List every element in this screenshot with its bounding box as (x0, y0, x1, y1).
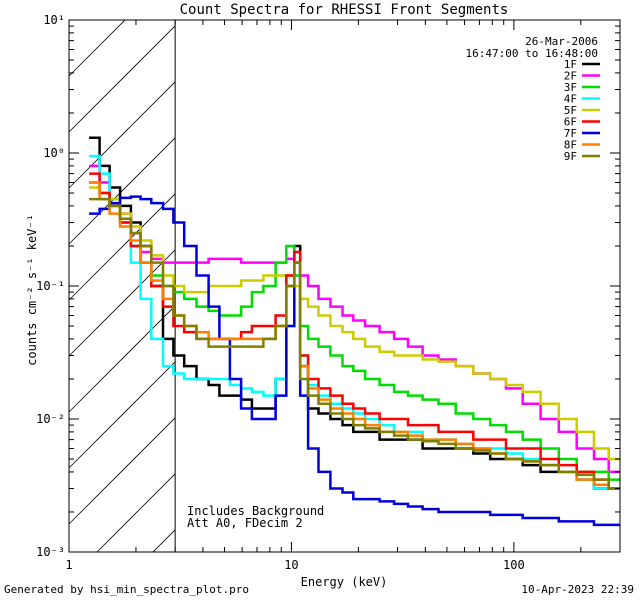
annotation-background: Includes Background (187, 504, 324, 518)
x-tick-label: 1 (65, 558, 72, 572)
generated-by-text: Generated by hsi_min_spectra_plot.pro (4, 583, 250, 596)
hatch-line (68, 25, 176, 133)
date-label: 26-Mar-2006 (525, 35, 598, 48)
legend-label-4F: 4F (564, 93, 577, 106)
hatch-line (68, 137, 176, 245)
legend-label-1F: 1F (564, 58, 577, 71)
hatch-line (68, 361, 176, 469)
hatch-line (68, 193, 176, 301)
series-group (89, 136, 620, 527)
legend-label-2F: 2F (564, 70, 577, 83)
y-tick-labels: 10⁻³ 10⁻² 10⁻¹ 10⁰ 10¹ (36, 13, 65, 559)
hatch-line (68, 417, 176, 525)
x-tick-label: 10 (284, 558, 298, 572)
legend-label-7F: 7F (564, 127, 577, 140)
legend-label-6F: 6F (564, 116, 577, 129)
chart-title: Count Spectra for RHESSI Front Segments (180, 2, 509, 18)
y-tick-label: 10⁻¹ (36, 279, 65, 293)
x-axis-label: Energy (keV) (301, 575, 388, 589)
time-range-label: 16:47:00 to 16:48:00 (466, 47, 598, 60)
x-tick-label: 100 (503, 558, 525, 572)
hatch-line (68, 81, 176, 189)
hatched-region (68, 19, 176, 553)
series-9F-line (89, 197, 620, 490)
axis-ticks (68, 19, 621, 553)
hatch-line (68, 305, 176, 413)
legend-label-3F: 3F (564, 81, 577, 94)
legend-label-5F: 5F (564, 104, 577, 117)
y-axis-label: counts cm⁻² s⁻¹ keV⁻¹ (25, 214, 39, 366)
timestamp-text: 10-Apr-2023 22:39 (521, 583, 634, 596)
legend-label-9F: 9F (564, 150, 577, 163)
series-6F-line (89, 172, 620, 490)
x-tick-labels: 1 10 100 (65, 558, 524, 572)
hatch-line (68, 249, 176, 357)
y-tick-label: 10¹ (43, 13, 65, 27)
series-2F-line (89, 164, 620, 474)
y-tick-label: 10⁻³ (36, 545, 65, 559)
annotation-attenuator: Att A0, FDecim 2 (187, 516, 303, 530)
y-tick-label: 10⁻² (36, 412, 65, 426)
y-tick-label: 10⁰ (43, 146, 65, 160)
hatch-line (68, 19, 126, 77)
legend-label-8F: 8F (564, 139, 577, 152)
hatch-line (152, 529, 176, 553)
hatch-line (96, 473, 176, 553)
series-5F-line (89, 186, 620, 461)
